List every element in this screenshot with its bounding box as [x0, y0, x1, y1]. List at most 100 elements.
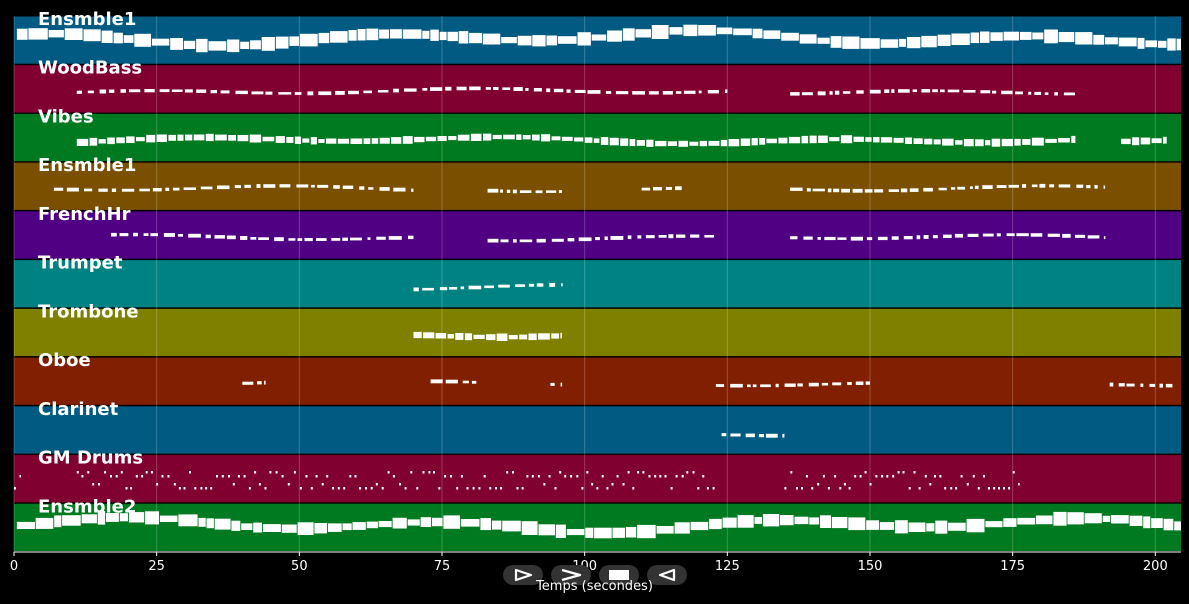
note — [561, 283, 563, 287]
note — [519, 190, 532, 193]
note — [365, 487, 367, 490]
note — [1003, 31, 1019, 41]
note — [231, 520, 241, 531]
play-button[interactable] — [503, 565, 543, 585]
note — [574, 89, 586, 93]
note — [606, 487, 609, 490]
note — [935, 520, 948, 534]
note — [903, 236, 913, 240]
note — [820, 515, 831, 528]
note — [183, 187, 196, 190]
note — [76, 471, 79, 474]
note — [515, 284, 526, 287]
note — [506, 471, 509, 474]
note — [667, 141, 677, 146]
track-lane[interactable] — [14, 260, 1181, 308]
note — [818, 135, 828, 143]
note — [699, 140, 707, 147]
track-lane[interactable] — [14, 503, 1181, 551]
note — [897, 471, 900, 474]
note — [472, 487, 475, 490]
note — [318, 139, 325, 143]
note — [141, 475, 144, 478]
note — [92, 483, 95, 486]
note — [314, 523, 327, 534]
track-label: Trombone — [38, 301, 139, 322]
note — [333, 185, 340, 189]
note — [304, 238, 313, 242]
note — [177, 134, 184, 141]
note — [566, 89, 571, 93]
note — [837, 237, 847, 240]
note — [206, 518, 214, 529]
note — [287, 483, 290, 486]
note — [473, 334, 485, 339]
note — [762, 514, 780, 527]
note — [107, 137, 115, 145]
note — [178, 514, 198, 527]
note — [788, 136, 801, 144]
note — [805, 475, 808, 478]
note — [133, 232, 138, 237]
note — [337, 138, 350, 144]
stop-button[interactable] — [599, 565, 639, 585]
track-label: Ensmble1 — [38, 9, 136, 30]
track-label: GM Drums — [38, 448, 143, 469]
rewind-button[interactable] — [647, 565, 687, 585]
note — [888, 189, 899, 192]
note — [254, 471, 257, 474]
note — [317, 184, 329, 188]
note — [457, 134, 470, 141]
track-lane[interactable] — [14, 455, 1181, 503]
note — [983, 475, 985, 478]
note — [1058, 32, 1075, 43]
note — [183, 40, 196, 49]
note — [98, 188, 108, 192]
x-axis-label: Temps (secondes) — [536, 579, 653, 594]
note — [799, 34, 817, 44]
note — [627, 471, 630, 474]
note — [842, 91, 851, 94]
note — [289, 36, 300, 46]
note — [286, 137, 294, 143]
note — [1022, 139, 1031, 145]
note — [104, 471, 107, 474]
note — [690, 234, 700, 238]
note — [368, 187, 374, 190]
note — [156, 483, 159, 486]
note — [293, 471, 296, 474]
note — [781, 32, 799, 41]
note — [707, 90, 719, 94]
note — [422, 30, 430, 39]
note — [832, 382, 842, 386]
note — [808, 382, 819, 387]
note — [495, 487, 497, 490]
note — [430, 87, 443, 91]
note — [972, 475, 975, 478]
note — [665, 187, 672, 190]
note — [258, 237, 269, 240]
note — [460, 475, 463, 478]
note — [159, 515, 178, 522]
note — [269, 471, 272, 474]
track-lane[interactable] — [14, 308, 1181, 357]
note — [262, 136, 275, 142]
forward-button[interactable] — [551, 565, 591, 585]
note — [702, 475, 705, 478]
note — [778, 137, 788, 144]
track-lane[interactable] — [14, 65, 1181, 113]
note — [392, 517, 407, 529]
note — [1008, 487, 1011, 490]
note — [113, 32, 123, 44]
note — [560, 382, 563, 387]
note — [1044, 29, 1058, 44]
note — [712, 487, 715, 490]
note — [622, 28, 635, 41]
note — [1102, 515, 1111, 522]
note — [803, 236, 813, 240]
track-lane[interactable] — [14, 406, 1181, 454]
note — [1008, 184, 1019, 188]
note — [447, 334, 454, 339]
note — [809, 135, 817, 144]
track-lane[interactable] — [14, 357, 1181, 405]
